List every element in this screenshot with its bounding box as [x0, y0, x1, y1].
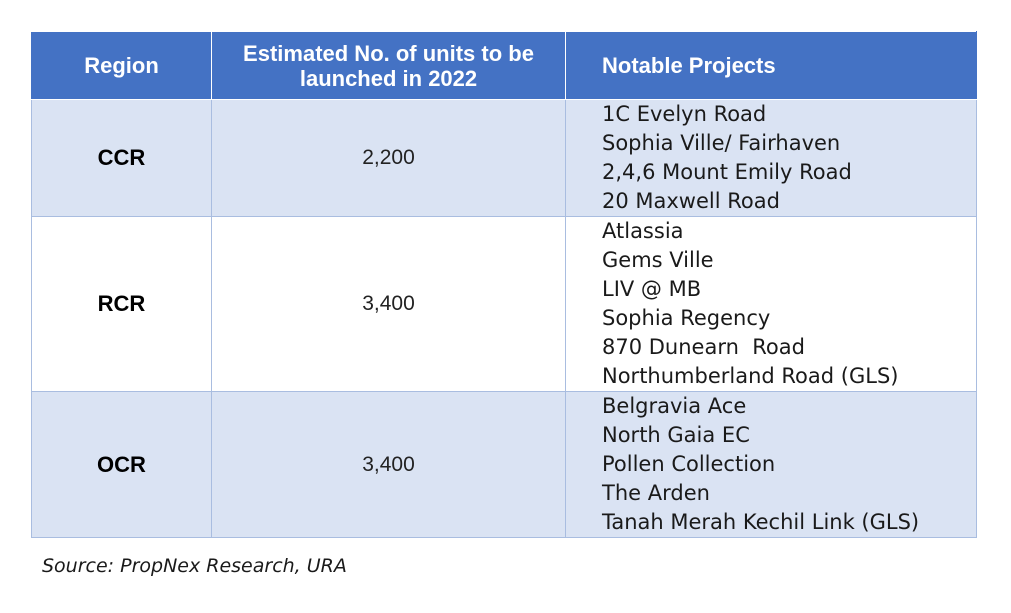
- project-item: LIV @ MB: [602, 277, 702, 301]
- units-cell: 3,400: [211, 391, 566, 538]
- table-row-ccr: CCR 2,200 1C Evelyn Road Sophia Ville/ F…: [31, 99, 977, 217]
- header-units-line1: Estimated No. of units to be: [243, 40, 534, 66]
- region-cell: OCR: [31, 391, 212, 538]
- region-cell: RCR: [31, 216, 212, 392]
- table-row-ocr: OCR 3,400 Belgravia Ace North Gaia EC Po…: [31, 391, 977, 538]
- project-item: North Gaia EC: [602, 423, 750, 447]
- header-region: Region: [31, 31, 212, 100]
- project-item: Gems Ville: [602, 248, 714, 272]
- project-item: Sophia Regency: [602, 306, 771, 330]
- projects-cell: 1C Evelyn Road Sophia Ville/ Fairhaven 2…: [565, 99, 977, 217]
- units-cell: 2,200: [211, 99, 566, 217]
- project-item: 20 Maxwell Road: [602, 189, 780, 213]
- project-item: Sophia Ville/ Fairhaven: [602, 131, 841, 155]
- project-item: 2,4,6 Mount Emily Road: [602, 160, 852, 184]
- project-item: The Arden: [602, 481, 710, 505]
- project-list: Belgravia Ace North Gaia EC Pollen Colle…: [602, 392, 976, 537]
- header-units: Estimated No. of units to be launched in…: [211, 31, 566, 100]
- table-row-rcr: RCR 3,400 Atlassia Gems Ville LIV @ MB S…: [31, 216, 977, 392]
- projects-cell: Atlassia Gems Ville LIV @ MB Sophia Rege…: [565, 216, 977, 392]
- header-units-line2: launched in 2022: [299, 65, 478, 91]
- projects-cell: Belgravia Ace North Gaia EC Pollen Colle…: [565, 391, 977, 538]
- header-projects: Notable Projects: [565, 31, 977, 100]
- project-list: Atlassia Gems Ville LIV @ MB Sophia Rege…: [602, 217, 976, 391]
- project-item: Tanah Merah Kechil Link (GLS): [602, 510, 920, 534]
- project-item: Pollen Collection: [602, 452, 776, 476]
- source-note: Source: PropNex Research, URA: [42, 555, 347, 577]
- header-row: Region Estimated No. of units to be laun…: [31, 31, 977, 100]
- units-launch-table: Region Estimated No. of units to be laun…: [31, 31, 977, 538]
- project-item: Belgravia Ace: [602, 394, 747, 418]
- region-cell: CCR: [31, 99, 212, 217]
- units-cell: 3,400: [211, 216, 566, 392]
- project-item: 870 Dunearn Road: [602, 335, 805, 359]
- project-item: Atlassia: [602, 219, 684, 243]
- project-item: Northumberland Road (GLS): [602, 364, 899, 388]
- project-item: 1C Evelyn Road: [602, 102, 767, 126]
- project-list: 1C Evelyn Road Sophia Ville/ Fairhaven 2…: [602, 100, 976, 216]
